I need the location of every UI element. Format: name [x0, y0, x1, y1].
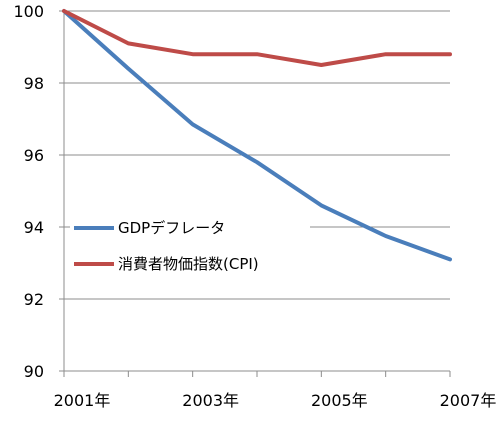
x-tick-label: 2007年 [440, 391, 497, 410]
x-tick-label: 2003年 [182, 391, 239, 410]
series-line-1 [62, 9, 452, 67]
y-tick-label: 100 [13, 2, 44, 21]
legend-label-0: GDPデフレータ [118, 219, 225, 237]
axes: 90 92 94 96 98 100 2001年 2003年 2005年 2007年 [13, 2, 496, 410]
legend-label-1: 消費者物価指数(CPI) [118, 255, 259, 273]
y-tick-label: 94 [24, 218, 44, 237]
x-tick-label: 2001年 [54, 391, 111, 410]
y-tick-label: 90 [24, 362, 44, 381]
y-tick-label: 92 [24, 290, 44, 309]
y-tick-label: 96 [24, 146, 44, 165]
series-line-0 [62, 9, 452, 262]
x-tick-label: 2005年 [311, 391, 368, 410]
y-tick-label: 98 [24, 74, 44, 93]
series-lines [62, 9, 452, 262]
